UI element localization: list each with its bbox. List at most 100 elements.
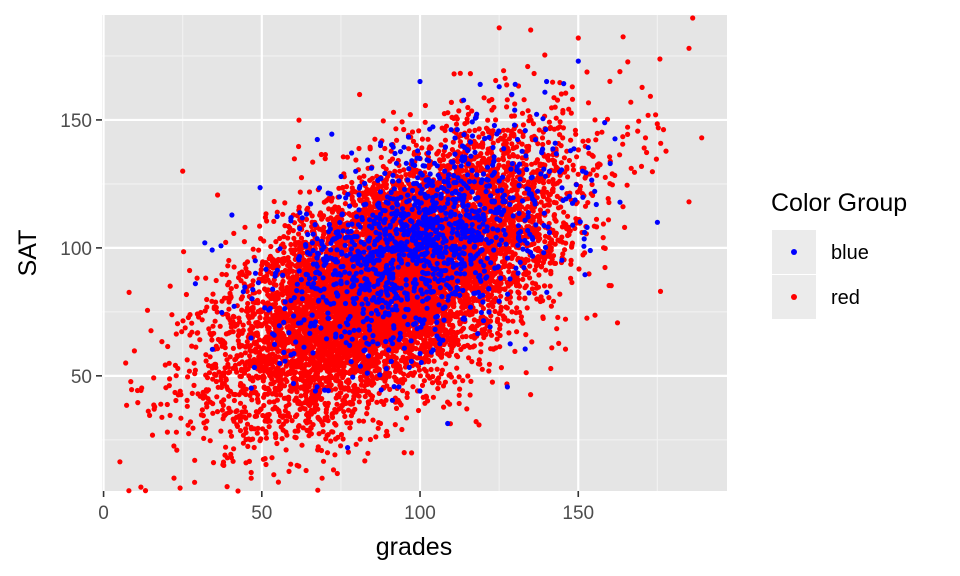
point-red	[399, 119, 405, 125]
point-red	[427, 375, 433, 381]
point-red	[520, 320, 526, 326]
point-red	[457, 386, 463, 392]
point-red	[222, 452, 228, 458]
point-red	[247, 353, 253, 359]
point-red	[213, 343, 219, 349]
point-red	[332, 420, 338, 427]
point-red	[245, 443, 251, 449]
point-red	[398, 174, 404, 180]
point-red	[428, 366, 434, 373]
point-red	[178, 415, 184, 421]
point-red	[348, 420, 354, 426]
point-red	[495, 330, 501, 336]
point-red	[341, 409, 347, 415]
point-red	[575, 147, 582, 153]
point-red	[270, 381, 276, 387]
point-red	[416, 367, 422, 373]
point-red	[224, 484, 230, 490]
point-red	[655, 125, 661, 131]
point-red	[149, 432, 156, 438]
point-red	[279, 284, 285, 290]
point-red	[605, 217, 612, 223]
point-red	[186, 431, 192, 437]
point-red	[231, 397, 237, 404]
point-red	[226, 257, 232, 264]
point-red	[180, 318, 186, 324]
point-red	[442, 137, 448, 143]
point-red	[500, 313, 506, 319]
point-red	[226, 393, 232, 399]
point-red	[393, 405, 400, 411]
point-red	[552, 216, 558, 222]
point-red	[467, 392, 473, 398]
point-red	[464, 406, 470, 412]
point-red	[558, 204, 564, 210]
point-red	[286, 229, 292, 235]
point-red	[410, 138, 417, 144]
point-red	[275, 479, 281, 485]
point-red	[164, 401, 170, 408]
point-red	[226, 306, 232, 312]
point-red	[574, 154, 580, 160]
point-red	[373, 434, 379, 440]
point-red	[478, 349, 484, 355]
point-red	[148, 328, 154, 334]
point-red	[422, 102, 428, 109]
point-red	[285, 274, 291, 280]
point-red	[378, 154, 384, 160]
point-red	[219, 271, 225, 277]
point-red	[531, 70, 537, 77]
point-red	[344, 154, 350, 160]
point-red	[164, 429, 170, 435]
point-red	[481, 95, 487, 101]
point-red	[456, 108, 462, 114]
point-red	[447, 371, 453, 378]
point-red	[485, 117, 491, 123]
point-red	[446, 353, 452, 359]
point-red	[325, 432, 331, 438]
point-red	[242, 224, 248, 230]
point-red	[185, 374, 191, 380]
point-red	[250, 278, 256, 284]
point-red	[189, 320, 195, 326]
point-red	[593, 216, 600, 222]
point-red	[231, 446, 237, 452]
point-red	[197, 337, 203, 343]
point-red	[602, 174, 608, 180]
point-red	[523, 283, 529, 289]
point-red	[192, 457, 198, 463]
point-red	[639, 84, 645, 90]
point-red	[476, 126, 482, 132]
point-red	[334, 401, 340, 407]
point-red	[117, 459, 123, 465]
point-red	[250, 436, 256, 442]
point-red	[184, 403, 190, 409]
point-red	[378, 398, 384, 405]
point-red	[286, 468, 292, 474]
point-red	[174, 447, 180, 453]
point-red	[220, 402, 226, 408]
point-red	[250, 246, 256, 252]
point-red	[582, 203, 589, 209]
point-red	[445, 163, 451, 169]
point-red	[184, 357, 190, 363]
point-red	[690, 15, 696, 21]
point-red	[265, 300, 271, 306]
point-red	[512, 348, 518, 354]
point-red	[456, 374, 462, 380]
point-red	[566, 157, 573, 164]
point-red	[251, 444, 257, 451]
point-red	[502, 286, 508, 292]
point-red	[177, 485, 183, 491]
point-red	[479, 140, 486, 146]
point-red	[383, 397, 389, 403]
point-red	[189, 390, 195, 396]
point-red	[328, 373, 334, 379]
point-red	[419, 382, 426, 388]
point-red	[590, 153, 596, 159]
point-red	[528, 27, 534, 33]
point-red	[128, 379, 134, 385]
point-red	[139, 385, 145, 391]
point-red	[213, 277, 219, 284]
point-red	[404, 394, 410, 400]
